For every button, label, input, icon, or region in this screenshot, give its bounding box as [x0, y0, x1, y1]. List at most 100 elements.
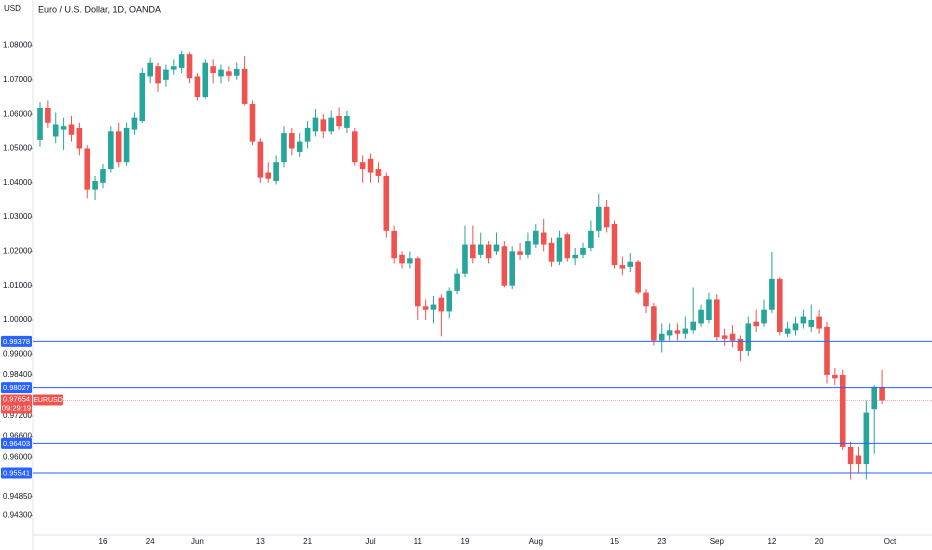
- candle-body: [627, 261, 634, 267]
- x-tick-label: 11: [414, 537, 423, 546]
- candle-body: [45, 108, 51, 123]
- candle-body: [611, 223, 618, 266]
- candle-body: [399, 254, 405, 264]
- candle-body: [832, 374, 838, 379]
- candle-body: [714, 299, 720, 338]
- candle-body: [761, 309, 767, 324]
- level-label: 0.99378: [3, 337, 30, 346]
- candle-body: [296, 141, 303, 152]
- candle-body: [249, 103, 256, 142]
- candle-body: [76, 127, 83, 149]
- candle-body: [202, 62, 209, 98]
- candle-body: [37, 108, 43, 140]
- candle-body: [178, 54, 185, 68]
- candle-body: [595, 206, 602, 231]
- candle-body: [485, 244, 492, 259]
- y-tick-label: 0.97200: [3, 411, 32, 420]
- y-tick-label: 1.00000: [3, 315, 32, 324]
- candle-body: [548, 242, 555, 262]
- candle-body: [108, 131, 114, 170]
- candle-body: [163, 69, 169, 80]
- candle-body: [438, 297, 445, 312]
- x-tick-label: 23: [657, 537, 666, 546]
- candle-body: [170, 66, 177, 70]
- candle-body: [470, 244, 476, 259]
- x-tick-label: 15: [610, 537, 619, 546]
- x-tick-label: 24: [146, 537, 155, 546]
- candle-body: [194, 76, 201, 98]
- candle-body: [218, 69, 224, 77]
- candle-body: [210, 66, 216, 74]
- candle-body: [792, 323, 799, 331]
- level-label: 0.95541: [3, 468, 30, 477]
- candle-body: [320, 119, 327, 132]
- candle-body: [698, 309, 704, 324]
- candle-body: [312, 117, 319, 132]
- candle-body: [824, 326, 830, 375]
- candle-body: [863, 412, 870, 465]
- last-price-box: [1, 394, 32, 414]
- candle-body: [658, 333, 665, 341]
- chart-title: Euro / U.S. Dollar, 1D, OANDA: [38, 4, 161, 14]
- x-tick-label: 12: [767, 537, 776, 546]
- candle-body: [816, 316, 822, 329]
- x-tick-label: Oct: [884, 537, 897, 546]
- candle-body: [525, 241, 531, 255]
- candle-body: [407, 258, 413, 264]
- x-tick-label: Jun: [191, 537, 204, 546]
- candle-body: [674, 330, 681, 334]
- level-label-box: [1, 467, 32, 479]
- candle-body: [556, 237, 563, 262]
- y-tick-label: 1.07000: [3, 75, 32, 84]
- candle-body: [509, 251, 515, 286]
- candle-body: [847, 446, 854, 465]
- candle-body: [328, 117, 334, 132]
- candle-body: [682, 328, 689, 334]
- candle-body: [336, 115, 342, 127]
- y-tick-label: 1.04000: [3, 178, 32, 187]
- candle-body: [352, 131, 358, 163]
- candle-body: [477, 244, 484, 255]
- symbol-box: [33, 394, 63, 406]
- candle-body: [839, 374, 846, 447]
- candle-body: [60, 126, 67, 130]
- candle-body: [265, 172, 272, 179]
- candle-body: [706, 299, 712, 320]
- candle-body: [745, 323, 752, 351]
- candle-body: [281, 133, 287, 163]
- candle-body: [391, 230, 397, 259]
- candle-body: [68, 124, 75, 135]
- candle-body: [501, 246, 508, 286]
- candle-body: [359, 162, 366, 170]
- candle-body: [737, 338, 744, 351]
- y-tick-label: 1.05000: [3, 144, 32, 153]
- candle-body: [808, 319, 815, 327]
- x-tick-label: Sep: [710, 537, 725, 546]
- candle-body: [635, 261, 641, 293]
- candle-body: [540, 232, 547, 245]
- candle-body: [769, 278, 775, 310]
- candle-body: [666, 330, 673, 336]
- x-tick-label: 13: [256, 537, 265, 546]
- last-price-label: 0.97654: [3, 394, 30, 403]
- candle-body: [304, 127, 311, 142]
- candle-body: [273, 162, 279, 182]
- candle-body: [257, 141, 264, 178]
- candle-body: [588, 230, 594, 248]
- candle-body: [729, 333, 736, 341]
- y-tick-label: 1.01000: [3, 281, 32, 290]
- y-tick-label: 0.98400: [3, 370, 32, 379]
- y-tick-label: 1.06000: [3, 109, 32, 118]
- candle-body: [462, 244, 468, 274]
- candle-body: [147, 62, 153, 77]
- candle-body: [776, 278, 783, 333]
- x-tick-label: 20: [815, 537, 824, 546]
- candle-body: [131, 117, 138, 130]
- candle-body: [533, 230, 539, 245]
- candle-body: [92, 181, 98, 190]
- candle-body: [446, 290, 453, 312]
- level-label-box: [1, 382, 32, 394]
- candle-body: [84, 148, 91, 190]
